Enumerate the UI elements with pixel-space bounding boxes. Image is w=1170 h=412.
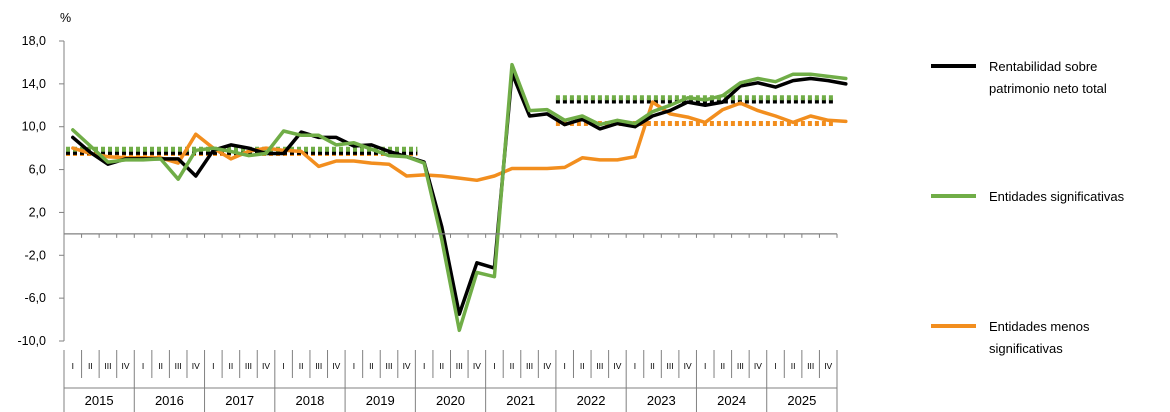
- series-line: [71, 62, 848, 333]
- quarter-label: III: [175, 361, 182, 371]
- y-tick-label: -10,0: [18, 334, 47, 348]
- quarter-label: III: [456, 361, 463, 371]
- year-label: 2016: [155, 393, 184, 408]
- quarter-label: I: [774, 361, 776, 371]
- average-lines: [66, 95, 833, 156]
- quarter-label: III: [737, 361, 744, 371]
- series-line: [71, 71, 848, 316]
- year-label: 2025: [787, 393, 816, 408]
- legend-label: Entidades menos significativas: [989, 319, 1090, 356]
- quarter-label: III: [315, 361, 322, 371]
- series-lines: [71, 62, 848, 333]
- quarter-label: II: [158, 361, 163, 371]
- quarter-label: II: [510, 361, 515, 371]
- quarter-label: I: [282, 361, 284, 371]
- quarter-label: II: [720, 361, 725, 371]
- y-tick-label: -6,0: [24, 291, 46, 305]
- quarter-label: III: [596, 361, 603, 371]
- y-tick-label: 18,0: [22, 34, 46, 48]
- quarter-label: I: [72, 361, 74, 371]
- quarter-label: IV: [473, 361, 481, 371]
- quarter-label: II: [791, 361, 796, 371]
- year-label: 2020: [436, 393, 465, 408]
- quarter-label: II: [229, 361, 234, 371]
- quarter-label: I: [353, 361, 355, 371]
- y-tick-label: 10,0: [22, 120, 46, 134]
- y-tick-label: -2,0: [24, 248, 46, 262]
- year-label: 2018: [295, 393, 324, 408]
- quarter-label: I: [704, 361, 706, 371]
- quarter-label: I: [493, 361, 495, 371]
- legend: Rentabilidad sobre patrimonio neto total E…: [931, 59, 1125, 356]
- quarter-label: II: [650, 361, 655, 371]
- quarter-label: III: [245, 361, 252, 371]
- year-label: 2021: [506, 393, 535, 408]
- quarter-label: IV: [192, 361, 200, 371]
- quarter-label: II: [299, 361, 304, 371]
- year-label: 2024: [717, 393, 746, 408]
- quarter-label: II: [369, 361, 374, 371]
- series-line: [71, 100, 848, 183]
- legend-label: Rentabilidad sobre patrimonio neto total: [989, 59, 1107, 96]
- quarter-label: III: [385, 361, 392, 371]
- quarter-label: IV: [121, 361, 129, 371]
- quarter-label: I: [142, 361, 144, 371]
- year-label: 2023: [647, 393, 676, 408]
- quarter-label: III: [104, 361, 111, 371]
- year-label: 2019: [366, 393, 395, 408]
- quarter-label: IV: [684, 361, 692, 371]
- y-tick-label: 14,0: [22, 77, 46, 91]
- y-tick-label: 6,0: [29, 163, 46, 177]
- quarter-label: II: [580, 361, 585, 371]
- quarter-label: IV: [613, 361, 621, 371]
- quarter-label: I: [423, 361, 425, 371]
- quarter-label: II: [88, 361, 93, 371]
- quarter-label: IV: [754, 361, 762, 371]
- year-label: 2017: [225, 393, 254, 408]
- quarter-label: II: [439, 361, 444, 371]
- y-axis-unit-label: %: [60, 11, 71, 25]
- quarter-label: IV: [403, 361, 411, 371]
- quarter-label: IV: [332, 361, 340, 371]
- y-tick-label: 2,0: [29, 205, 46, 219]
- quarter-label: IV: [262, 361, 270, 371]
- quarter-label: III: [667, 361, 674, 371]
- quarter-label: III: [526, 361, 533, 371]
- quarter-label: III: [807, 361, 814, 371]
- quarter-label: I: [634, 361, 636, 371]
- quarter-label: I: [212, 361, 214, 371]
- year-label: 2015: [85, 393, 114, 408]
- year-label: 2022: [577, 393, 606, 408]
- legend-label: Entidades significativas: [989, 189, 1125, 204]
- quarter-label: I: [564, 361, 566, 371]
- quarter-label: IV: [824, 361, 832, 371]
- quarter-label: IV: [543, 361, 551, 371]
- y-axis: 18,0 14,0 10,0 6,0 2,0 -2,0 -6,0 -10,0: [18, 34, 65, 348]
